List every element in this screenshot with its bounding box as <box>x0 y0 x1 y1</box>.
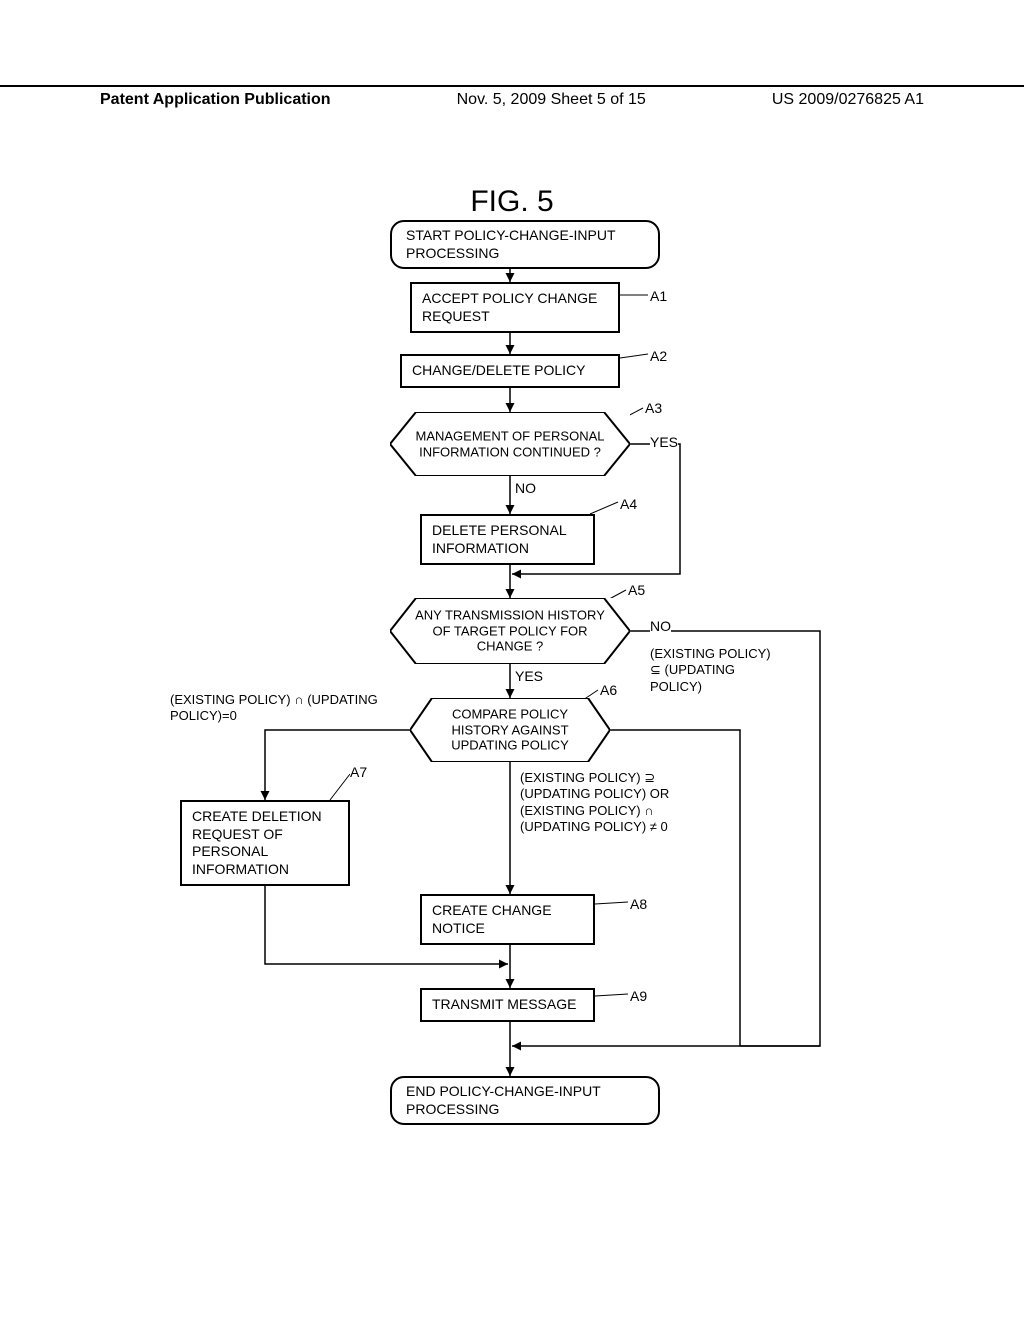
decision-a5: ANY TRANSMISSION HISTORY OF TARGET POLIC… <box>390 598 630 664</box>
branch-a5-no: NO <box>650 618 671 634</box>
tag-a8: A8 <box>630 896 647 912</box>
annotation-below-a6: (EXISTING POLICY) ⊇ (UPDATING POLICY) OR… <box>520 770 720 835</box>
annotation-left-a6: (EXISTING POLICY) ∩ (UPDATING POLICY)=0 <box>170 692 380 725</box>
branch-a3-no: NO <box>515 480 536 496</box>
tag-a2: A2 <box>650 348 667 364</box>
header-center: Nov. 5, 2009 Sheet 5 of 15 <box>457 91 646 109</box>
process-a2-text: CHANGE/DELETE POLICY <box>412 362 586 378</box>
tag-a4: A4 <box>620 496 637 512</box>
page-header: Patent Application Publication Nov. 5, 2… <box>0 85 1024 109</box>
terminal-start-text: START POLICY-CHANGE-INPUT PROCESSING <box>406 227 615 261</box>
terminal-end: END POLICY-CHANGE-INPUT PROCESSING <box>390 1076 660 1125</box>
process-a1-text: ACCEPT POLICY CHANGE REQUEST <box>422 290 597 324</box>
decision-a3: MANAGEMENT OF PERSONAL INFORMATION CONTI… <box>390 412 630 476</box>
process-a2: CHANGE/DELETE POLICY <box>400 354 620 388</box>
process-a9-text: TRANSMIT MESSAGE <box>432 996 576 1012</box>
decision-a3-text: MANAGEMENT OF PERSONAL INFORMATION CONTI… <box>408 428 612 459</box>
process-a8: CREATE CHANGE NOTICE <box>420 894 595 945</box>
figure-title: FIG. 5 <box>470 185 553 219</box>
process-a7: CREATE DELETION REQUEST OF PERSONAL INFO… <box>180 800 350 886</box>
process-a7-text: CREATE DELETION REQUEST OF PERSONAL INFO… <box>192 808 322 877</box>
branch-a5-yes: YES <box>515 668 543 684</box>
tag-a5: A5 <box>628 582 645 598</box>
header-left: Patent Application Publication <box>100 91 331 109</box>
tag-a3: A3 <box>645 400 662 416</box>
process-a8-text: CREATE CHANGE NOTICE <box>432 902 552 936</box>
decision-a5-text: ANY TRANSMISSION HISTORY OF TARGET POLIC… <box>408 608 612 655</box>
terminal-end-text: END POLICY-CHANGE-INPUT PROCESSING <box>406 1083 600 1117</box>
tag-a7: A7 <box>350 764 367 780</box>
annotation-right-a6: (EXISTING POLICY) ⊆ (UPDATING POLICY) <box>650 646 780 695</box>
process-a4: DELETE PERSONAL INFORMATION <box>420 514 595 565</box>
decision-a6-text: COMPARE POLICY HISTORY AGAINST UPDATING … <box>425 707 595 754</box>
process-a9: TRANSMIT MESSAGE <box>420 988 595 1022</box>
terminal-start: START POLICY-CHANGE-INPUT PROCESSING <box>390 220 660 269</box>
decision-a6: COMPARE POLICY HISTORY AGAINST UPDATING … <box>410 698 610 762</box>
tag-a9: A9 <box>630 988 647 1004</box>
flowchart-canvas: START POLICY-CHANGE-INPUT PROCESSING END… <box>180 220 880 1240</box>
header-right: US 2009/0276825 A1 <box>772 91 924 109</box>
branch-a3-yes: YES <box>650 434 678 450</box>
process-a4-text: DELETE PERSONAL INFORMATION <box>432 522 566 556</box>
tag-a1: A1 <box>650 288 667 304</box>
tag-a6: A6 <box>600 682 617 698</box>
process-a1: ACCEPT POLICY CHANGE REQUEST <box>410 282 620 333</box>
